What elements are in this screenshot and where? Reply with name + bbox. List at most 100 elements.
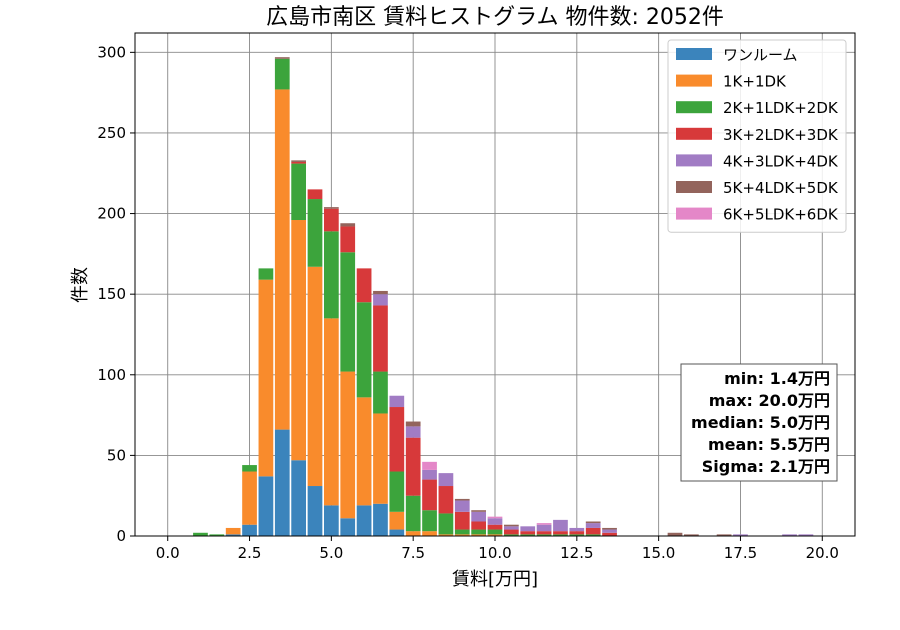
bar-s4-x16: [454, 500, 470, 512]
legend-label-2: 2K+1LDK+2DK: [723, 99, 839, 117]
bar-s6-x18: [487, 516, 503, 519]
bar-s0-x3: [242, 524, 257, 536]
bar-s2-x20: [520, 534, 536, 536]
bar-s1-x3: [242, 471, 257, 525]
x-tick-label-1: 2.5: [238, 544, 262, 562]
bar-s5-x17: [471, 510, 486, 512]
bar-s6-x21: [536, 523, 552, 525]
bar-s5-x9: [340, 223, 356, 227]
bar-s6-x14: [422, 461, 437, 470]
bar-s3-x18: [487, 524, 503, 530]
bar-s4-x12: [389, 395, 405, 408]
x-axis-label: 賃料[万円]: [452, 569, 538, 590]
legend-swatch-6: [676, 207, 712, 220]
bar-s3-x25: [602, 532, 617, 536]
bar-s2-x7: [307, 199, 323, 267]
bar-s5-x11: [373, 290, 388, 295]
legend-swatch-0: [676, 48, 712, 60]
legend-label-5: 5K+4LDK+5DK: [723, 179, 839, 197]
bar-s3-x19: [504, 529, 519, 535]
bar-s4-x25: [602, 529, 617, 533]
bar-s3-x7: [307, 189, 323, 200]
bar-s5-x6: [291, 160, 306, 162]
legend-label-3: 3K+2LDK+3DK: [723, 126, 839, 144]
bar-s2-x18: [487, 529, 503, 535]
bar-s5-x25: [602, 527, 617, 530]
legend-swatch-3: [676, 127, 712, 140]
bar-s1-x8: [324, 318, 339, 506]
bar-s2-x19: [504, 534, 519, 536]
bar-s2-x15: [438, 513, 454, 535]
bar-s4-x24: [585, 523, 601, 528]
bar-s4-x21: [536, 524, 552, 532]
bar-s1-x15: [438, 534, 454, 536]
bar-s1-x10: [356, 397, 372, 506]
bar-s3-x11: [373, 305, 388, 372]
legend-label-1: 1K+1DK: [723, 73, 787, 91]
bar-s1-x6: [291, 220, 306, 461]
bar-s5-x5: [274, 57, 290, 59]
bar-s2-x21: [536, 534, 552, 536]
bar-s1-x16: [454, 534, 470, 536]
y-axis-ticks: 0 50 100 150 200 250 300: [97, 43, 135, 545]
y-tick-label-1: 50: [107, 446, 126, 464]
stats-frame: [680, 363, 838, 482]
legend-frame: [667, 39, 847, 233]
y-tick-label-3: 150: [97, 285, 126, 303]
bar-s3-x24: [585, 527, 601, 535]
bar-s5-x19: [504, 524, 519, 527]
stats-sigma: Sigma: 2.1万円: [702, 457, 830, 476]
legend-label-0: ワンルーム: [723, 46, 798, 64]
bar-s1-x5: [274, 89, 290, 430]
bar-s0-x12: [389, 529, 405, 536]
bar-s2-x16: [454, 529, 470, 535]
bar-s2-x3: [242, 465, 257, 472]
stats-median: median: 5.0万円: [691, 413, 830, 432]
legend-label-6: 6K+5LDK+6DK: [723, 206, 839, 224]
x-axis-ticks: 0.0 2.5 5.0 7.5 10.0 12.5 15.0 17.5 20.0: [156, 536, 839, 562]
bar-s0-x9: [340, 518, 356, 536]
y-tick-label-6: 300: [97, 43, 126, 61]
bar-s3-x16: [454, 511, 470, 530]
bar-s4-x33: [733, 534, 748, 536]
bars: [193, 57, 814, 536]
bar-s2-x17: [471, 529, 486, 535]
bar-s1-x4: [258, 279, 274, 477]
bar-s3-x21: [536, 531, 552, 535]
bar-s2-x11: [373, 371, 388, 414]
bar-s3-x6: [291, 161, 306, 164]
stats-box: min: 1.4万円 max: 20.0万円 median: 5.0万円 mea…: [680, 363, 838, 482]
bar-s4-x11: [373, 294, 388, 306]
bar-s0-x10: [356, 505, 372, 536]
bar-s2-x22: [553, 534, 568, 536]
bar-s1-x14: [422, 531, 437, 536]
bar-s3-x12: [389, 407, 405, 472]
bar-s4-x22: [553, 519, 568, 532]
bar-s4-x17: [471, 511, 486, 522]
bar-s5-x32: [716, 534, 732, 536]
bar-s2-x6: [291, 163, 306, 221]
x-tick-label-5: 12.5: [560, 544, 593, 562]
legend-swatch-1: [676, 74, 712, 87]
bar-s5-x24: [585, 521, 601, 524]
bar-s2-x10: [356, 302, 372, 398]
bar-s3-x23: [569, 531, 585, 535]
bar-s3-x9: [340, 226, 356, 253]
stats-mean: mean: 5.5万円: [708, 435, 830, 454]
bar-s1-x12: [389, 511, 405, 530]
bar-s1-x2: [225, 527, 241, 535]
x-tick-label-8: 20.0: [806, 544, 839, 562]
x-tick-label-2: 5.0: [319, 544, 343, 562]
y-tick-label-5: 250: [97, 124, 126, 142]
x-tick-label-0: 0.0: [156, 544, 180, 562]
legend-swatch-4: [676, 154, 712, 167]
bar-s3-x15: [438, 486, 454, 514]
bar-s1-x7: [307, 266, 323, 487]
bar-s0-x6: [291, 460, 306, 536]
bar-s0-x7: [307, 486, 323, 536]
y-tick-label-0: 0: [116, 527, 126, 545]
bar-s2-x5: [274, 58, 290, 90]
bar-s5-x30: [684, 534, 699, 536]
bar-s1-x17: [471, 534, 486, 536]
